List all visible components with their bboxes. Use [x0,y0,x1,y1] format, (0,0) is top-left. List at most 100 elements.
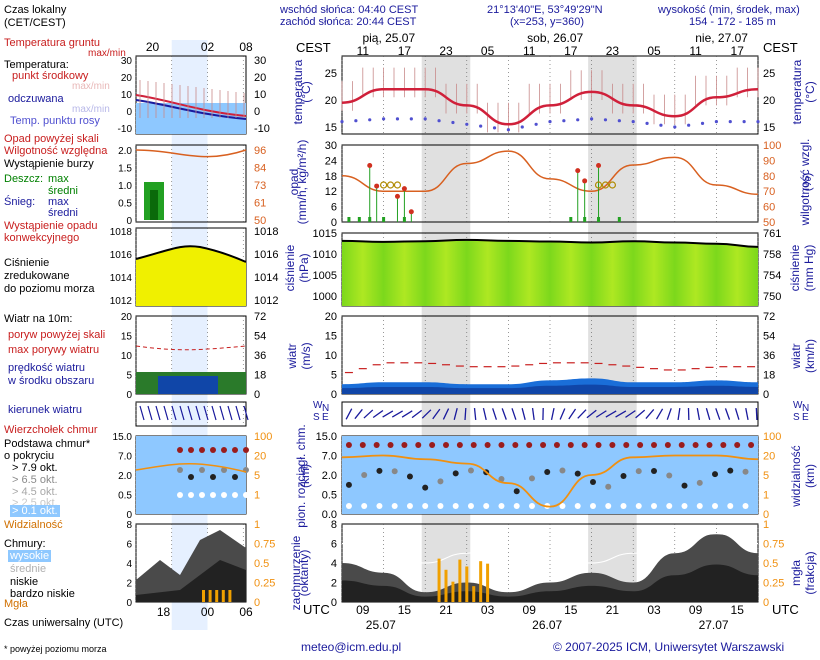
axis-left-label: 20 [325,95,337,107]
legend-axis-left: 1018 [110,227,133,238]
legend-okt-65: > 6.5 okt. [12,474,58,486]
axis-left-label: 15.0 [316,431,337,443]
legend-axis-right: 5 [254,470,260,482]
legend-axis-right: 61 [254,198,266,210]
legend-axis-left: 15 [121,332,133,343]
compass-w-right: W [793,400,803,411]
axis-left-label: 20 [325,311,337,323]
storm-marker [601,181,610,189]
axis-left-label: 12 [325,186,337,198]
legend-axis-left: 2.0 [118,471,132,482]
legend-rain-mid: średni [48,185,78,197]
cloud-top-dot [387,442,394,448]
legend-gust-above: poryw powyżej skali [8,329,106,341]
cloud-top-dot [748,442,755,448]
dew-point-dot [492,126,497,130]
cloud-top-dot [415,442,422,448]
legend-cloud-top-dot [221,447,227,453]
legend-cloud-low-dot [210,492,216,498]
legend-snow: Śnieg: [4,196,36,208]
cloud-base-dot [666,472,673,479]
legend-axis-right: 72 [254,311,266,323]
legend-conv: Wystąpienie opadu [4,220,98,232]
cloud-base-low-dot [742,503,749,509]
hour-cest-label: 11 [523,44,536,58]
dew-point-dot [437,119,441,123]
legend-dew: Temp. punktu rosy [10,115,100,127]
hour-utc-label: 15 [398,603,412,617]
legend-axis-left: 30 [121,56,133,67]
wind-arrow [401,410,413,418]
cloud-base-dot [376,467,383,474]
cloud-base-dot [467,467,474,474]
hour-utc-label: 21 [439,603,453,617]
legend-axis-right: 100 [254,431,272,443]
dew-point-dot [631,120,635,124]
hour-utc-label: 03 [481,603,495,617]
day-top-label: sob, 26.07 [527,31,583,45]
cloud-base-dot [345,481,352,488]
axis-right-label: 1 [763,519,769,531]
legend-cloud-top-dot [243,447,249,453]
label-wind-unit: (m/s) [299,342,313,370]
wind-arrow [605,410,617,418]
legend-perceived-line [135,99,247,120]
legend-axis-left: 8 [126,520,132,531]
storm-marker [386,181,395,189]
legend-axis-right: 50 [254,215,266,227]
wind-arrow [755,407,758,421]
sunrise: wschód słońca: 04:40 CEST [280,4,419,16]
legend-axis-left: -10 [118,124,133,135]
legend-axis-left: 0.5 [118,199,132,210]
wind-arrow [655,408,664,420]
axis-right-label: 20 [763,451,775,463]
dew-point-dot [603,118,608,122]
axis-right-label: 758 [763,249,781,261]
dew-point-dot [382,117,386,121]
dew-point-dot [409,117,413,121]
storm-marker [393,181,402,189]
legend-axis-right: 36 [254,350,266,362]
cloud-base-low-dot [376,503,383,509]
legend-wind-title: Wiatr na 10m: [4,313,73,325]
hour-cest-label: 23 [439,44,453,58]
rain-max-dot [394,193,400,199]
legend-wind-arrow [211,405,217,421]
night-band [588,56,637,602]
legend-time-top-tick: 20 [146,40,160,54]
cloud-vlow-area [342,564,758,602]
cloud-base-dot [712,471,719,478]
axis-left-label: 15 [325,331,337,343]
hour-utc-label: 09 [356,603,370,617]
legend-axis-left: 1.0 [118,181,132,192]
dew-point-dot [548,120,552,124]
axis-left-label: 6 [331,202,337,214]
time-sub-label: (CET/CEST) [4,17,66,29]
rain-max-dot [596,163,602,169]
email-link[interactable]: meteo@icm.edu.pl [301,640,402,654]
legend-cloud-low-dot [199,492,205,498]
hour-cest-label: 11 [689,44,702,58]
wind-arrow [372,409,384,419]
legend-wind-arrow [163,405,169,421]
cloud-base-low-dot [727,503,734,509]
humidity-line [341,150,759,196]
rain-mean-bar [382,217,386,222]
legend-axis-left: 0.5 [118,491,132,502]
wind-area-core [342,384,758,394]
legend-wind-dir: kierunek wiatru [8,404,82,416]
axis-left-label: 5 [331,370,337,382]
legend-cloud-cover: o pokryciu [4,450,55,462]
wind-arrow [354,408,363,420]
legend-axis-left: 0 [126,390,132,401]
legend-pressure-line [135,245,247,263]
cloud-top-dot [345,442,352,448]
legend-cloud-low-dot [177,492,183,498]
axis-left-label: 0 [331,597,337,609]
height-values: 154 - 172 - 185 m [689,16,776,28]
cloud-base-dot [635,468,642,475]
legend-axis-left: 2.0 [118,146,132,157]
axis-right-label: 100 [763,431,781,443]
legend-axis-right: 20 [254,72,266,84]
legend-snow-mid: średni [48,207,78,219]
